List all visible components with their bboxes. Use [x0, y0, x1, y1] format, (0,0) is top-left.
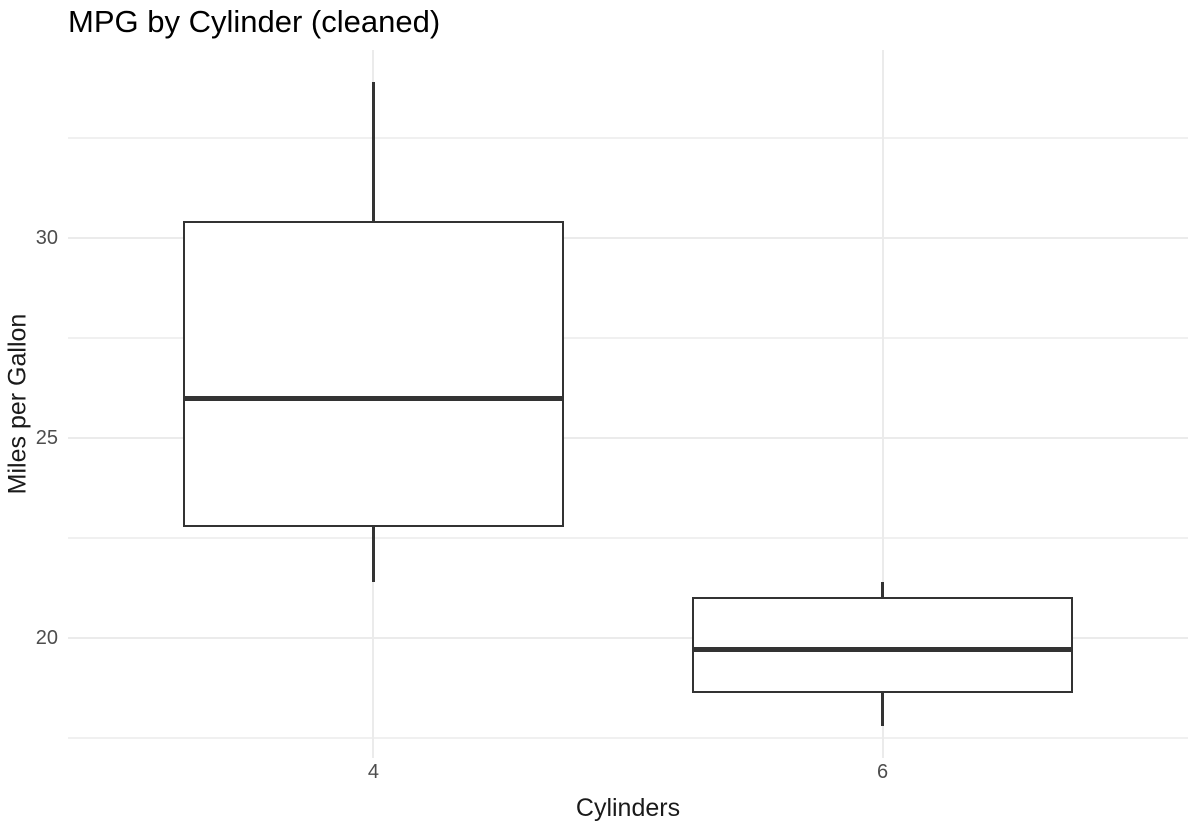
plot-title: MPG by Cylinder (cleaned) [68, 4, 441, 39]
box-cyl-6 [691, 596, 1074, 694]
x-tick-label-4: 4 [367, 761, 380, 783]
y-axis-title: Miles per Gallon [3, 313, 32, 495]
gridline-major-y-25 [68, 436, 1188, 439]
gridline-minor-y-32.5 [68, 137, 1188, 139]
median-cyl-4 [182, 395, 565, 401]
y-tick-label-30: 30 [35, 227, 58, 250]
gridline-major-y-30 [68, 237, 1188, 240]
gridline-minor-y-22.5 [68, 537, 1188, 539]
box-cyl-4 [182, 220, 565, 528]
lower-whisker-cyl-6 [881, 691, 884, 726]
gridline-minor-y-17.5 [68, 737, 1188, 739]
x-axis-title: Cylinders [575, 794, 681, 822]
y-tick-label-20: 20 [35, 626, 58, 649]
upper-whisker-cyl-6 [881, 581, 884, 598]
x-tick-label-6: 6 [876, 761, 889, 783]
plot-panel [68, 50, 1188, 758]
gridline-major-x-6 [881, 50, 884, 758]
y-tick-label-25: 25 [35, 426, 58, 449]
median-cyl-6 [691, 647, 1074, 653]
upper-whisker-cyl-4 [372, 82, 375, 223]
gridline-major-y-20 [68, 636, 1188, 639]
lower-whisker-cyl-4 [372, 525, 375, 582]
gridline-minor-y-27.5 [68, 337, 1188, 339]
